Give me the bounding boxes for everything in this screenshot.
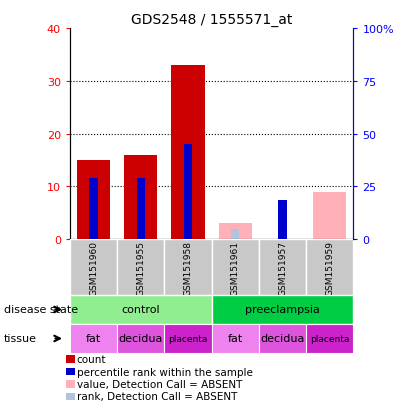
Text: fat: fat: [228, 334, 243, 344]
Bar: [70, 324, 117, 353]
Bar: [171, 66, 205, 240]
Text: GSM151959: GSM151959: [326, 240, 334, 295]
Text: GSM151958: GSM151958: [184, 240, 192, 295]
Text: count: count: [77, 354, 106, 364]
Text: value, Detection Call = ABSENT: value, Detection Call = ABSENT: [77, 379, 242, 389]
Text: decidua: decidua: [261, 334, 305, 344]
Bar: [117, 240, 164, 295]
Text: decidua: decidua: [119, 334, 163, 344]
Text: rank, Detection Call = ABSENT: rank, Detection Call = ABSENT: [77, 392, 237, 401]
Bar: [306, 324, 353, 353]
Text: GSM151960: GSM151960: [89, 240, 98, 295]
Text: placenta: placenta: [169, 334, 208, 343]
Bar: [212, 240, 259, 295]
Text: GSM151957: GSM151957: [278, 240, 287, 295]
Text: placenta: placenta: [310, 334, 349, 343]
Text: tissue: tissue: [4, 334, 37, 344]
Title: GDS2548 / 1555571_at: GDS2548 / 1555571_at: [131, 12, 292, 26]
Bar: [259, 240, 306, 295]
Bar: [117, 324, 164, 353]
Text: control: control: [122, 305, 160, 315]
Text: fat: fat: [86, 334, 101, 344]
Bar: [66, 356, 75, 363]
Bar: [313, 192, 346, 240]
Bar: [219, 224, 252, 240]
Bar: [89, 179, 98, 240]
Bar: [212, 324, 259, 353]
Bar: [164, 324, 212, 353]
Bar: [136, 179, 145, 240]
Bar: [66, 393, 75, 400]
Bar: [306, 240, 353, 295]
Bar: [70, 295, 212, 324]
Bar: [231, 229, 240, 240]
Bar: [212, 295, 353, 324]
Text: GSM151961: GSM151961: [231, 240, 240, 295]
Bar: [124, 155, 157, 240]
Bar: [70, 240, 117, 295]
Bar: [66, 380, 75, 388]
Text: preeclampsia: preeclampsia: [245, 305, 320, 315]
Bar: [184, 145, 192, 240]
Text: GSM151955: GSM151955: [136, 240, 145, 295]
Bar: [77, 161, 110, 240]
Text: percentile rank within the sample: percentile rank within the sample: [77, 367, 253, 377]
Bar: [259, 324, 306, 353]
Bar: [278, 200, 287, 240]
Bar: [164, 240, 212, 295]
Text: disease state: disease state: [4, 305, 78, 315]
Bar: [66, 368, 75, 375]
